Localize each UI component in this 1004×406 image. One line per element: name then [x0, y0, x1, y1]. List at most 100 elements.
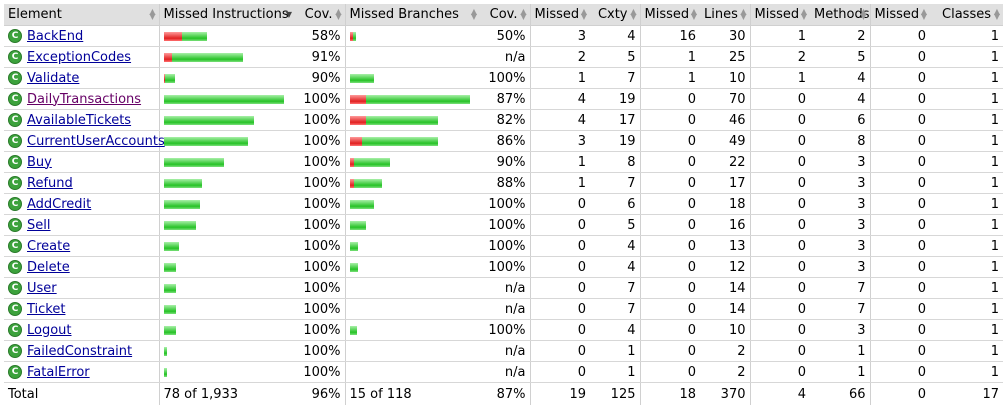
- missed-lines: 0: [639, 172, 700, 194]
- instructions-coverage: 100%: [295, 277, 345, 299]
- missed-classes: 0: [869, 214, 930, 236]
- classes: 1: [930, 361, 1003, 383]
- total-label: Total: [4, 382, 159, 405]
- classes: 1: [930, 298, 1003, 320]
- element-link[interactable]: DailyTransactions: [27, 91, 142, 107]
- element-link[interactable]: Delete: [27, 259, 70, 275]
- missed-classes: 0: [869, 361, 930, 383]
- class-icon: C: [8, 113, 22, 127]
- branches-bar-cell: [344, 46, 480, 68]
- sort-arrows-icon: ▲ ▼: [580, 7, 587, 21]
- header-element[interactable]: Element ▲ ▼: [4, 4, 159, 26]
- missed-complexity: 0: [529, 214, 590, 236]
- missed-complexity: 1: [529, 67, 590, 89]
- branches-coverage: 82%: [480, 109, 530, 131]
- lines: 18: [700, 193, 750, 215]
- element-link[interactable]: FailedConstraint: [27, 343, 133, 359]
- element-cell-content: C AddCredit: [8, 197, 155, 212]
- total-missed-cxty: 19: [529, 382, 590, 405]
- branches-coverage: 87%: [480, 88, 530, 110]
- branches-bar: [349, 220, 477, 230]
- missed-methods: 0: [749, 361, 810, 383]
- missed-classes: 0: [869, 67, 930, 89]
- instructions-coverage: 90%: [295, 67, 345, 89]
- missed-classes: 0: [869, 256, 930, 278]
- missed-branches-bar: [349, 115, 366, 125]
- total-classes: 17: [930, 382, 1003, 405]
- header-cov-label: Cov.: [304, 7, 333, 22]
- missed-lines: 0: [639, 193, 700, 215]
- element-link[interactable]: AddCredit: [27, 196, 92, 212]
- instructions-bar-cell: [158, 25, 295, 47]
- element-link[interactable]: User: [27, 280, 57, 296]
- classes: 1: [930, 109, 1003, 131]
- covered-branches-bar: [349, 241, 358, 251]
- element-link[interactable]: Validate: [27, 70, 80, 86]
- header-cov-branches[interactable]: Cov. ▲ ▼: [480, 4, 530, 26]
- classes: 1: [930, 235, 1003, 257]
- element-link[interactable]: Create: [27, 238, 71, 254]
- element-link[interactable]: Refund: [27, 175, 73, 191]
- instructions-bar: [163, 262, 292, 272]
- header-missed-instructions-label: Missed Instructions: [163, 7, 289, 22]
- header-missed-classes[interactable]: Missed ▲ ▼: [869, 4, 930, 26]
- missed-classes: 0: [869, 130, 930, 152]
- header-missed-branches[interactable]: Missed Branches ▲ ▼: [344, 4, 480, 26]
- element-link[interactable]: ExceptionCodes: [27, 49, 132, 65]
- element-link[interactable]: Logout: [27, 322, 72, 338]
- header-methods[interactable]: Methods ▲ ▼: [810, 4, 870, 26]
- total-instructions: 78 of 1,933: [158, 382, 295, 405]
- element-cell-content: C Refund: [8, 176, 155, 191]
- missed-branches-bar: [349, 178, 354, 188]
- element-cell: C Buy: [4, 151, 159, 173]
- header-cov[interactable]: Cov. ▲ ▼: [295, 4, 345, 26]
- classes: 1: [930, 25, 1003, 47]
- header-missed-cxty[interactable]: Missed ▲ ▼: [529, 4, 590, 26]
- header-lines[interactable]: Lines ▲ ▼: [700, 4, 750, 26]
- table-row: C User 100% n/a 0 7 0 14 0 7 0 1: [4, 277, 1003, 299]
- element-link[interactable]: BackEnd: [27, 28, 84, 44]
- complexity: 8: [590, 151, 640, 173]
- header-cxty[interactable]: Cxty ▲ ▼: [590, 4, 640, 26]
- missed-methods: 0: [749, 172, 810, 194]
- instructions-coverage: 100%: [295, 109, 345, 131]
- table-row: C AvailableTickets 100% 82% 4 17 0 46 0 6 0 1: [4, 109, 1003, 131]
- missed-instructions-bar: [163, 73, 165, 83]
- complexity: 19: [590, 130, 640, 152]
- class-icon: C: [8, 218, 22, 232]
- class-icon: C: [8, 176, 22, 190]
- element-cell: C Sell: [4, 214, 159, 236]
- complexity: 7: [590, 298, 640, 320]
- missed-methods: 0: [749, 256, 810, 278]
- element-link[interactable]: FatalError: [27, 364, 90, 380]
- methods: 3: [810, 172, 870, 194]
- element-cell: C Logout: [4, 319, 159, 341]
- complexity: 5: [590, 46, 640, 68]
- missed-complexity: 0: [529, 235, 590, 257]
- missed-complexity: 1: [529, 151, 590, 173]
- header-missed-methods[interactable]: Missed ▲ ▼: [749, 4, 810, 26]
- element-link[interactable]: Sell: [27, 217, 51, 233]
- instructions-bar: [163, 346, 292, 356]
- table-row: C Create 100% 100% 0 4 0 13 0 3 0 1: [4, 235, 1003, 257]
- missed-complexity: 3: [529, 130, 590, 152]
- header-missed-instructions[interactable]: Missed Instructions ▼: [158, 4, 295, 26]
- instructions-coverage: 100%: [295, 130, 345, 152]
- branches-coverage: n/a: [480, 277, 530, 299]
- sort-desc-icon: ▼: [285, 10, 292, 19]
- element-cell: C BackEnd: [4, 25, 159, 47]
- element-link[interactable]: Ticket: [27, 301, 66, 317]
- header-missed-lines[interactable]: Missed ▲ ▼: [639, 4, 700, 26]
- sort-arrows-icon: ▲ ▼: [993, 7, 1000, 21]
- header-classes[interactable]: Classes ▲ ▼: [930, 4, 1003, 26]
- element-link[interactable]: CurrentUserAccounts: [27, 133, 165, 149]
- classes: 1: [930, 67, 1003, 89]
- element-cell: C DailyTransactions: [4, 88, 159, 110]
- element-link[interactable]: Buy: [27, 154, 52, 170]
- branches-bar-cell: [344, 172, 480, 194]
- instructions-bar: [163, 178, 292, 188]
- instructions-coverage: 100%: [295, 256, 345, 278]
- lines: 14: [700, 298, 750, 320]
- element-link[interactable]: AvailableTickets: [27, 112, 132, 128]
- element-cell-content: C Buy: [8, 155, 155, 170]
